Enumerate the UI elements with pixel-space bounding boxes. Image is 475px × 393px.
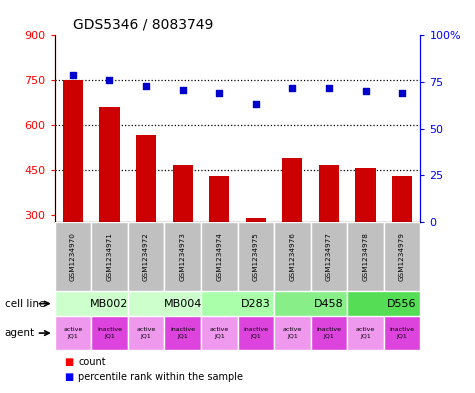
Text: GSM1234978: GSM1234978 [362, 232, 369, 281]
Text: active
JQ1: active JQ1 [283, 327, 302, 339]
Bar [238, 316, 274, 350]
Point [398, 90, 406, 96]
Text: D283: D283 [241, 299, 271, 309]
Bar [355, 168, 376, 304]
Point [289, 84, 296, 91]
Text: D458: D458 [314, 299, 344, 309]
Bar [311, 222, 347, 291]
Text: GSM1234974: GSM1234974 [216, 232, 222, 281]
Bar [55, 316, 91, 350]
Bar [55, 222, 91, 291]
Text: GSM1234973: GSM1234973 [180, 232, 186, 281]
Point [69, 72, 77, 78]
Text: ■: ■ [64, 357, 73, 367]
Bar [172, 165, 193, 304]
Bar [164, 222, 201, 291]
Text: inactive
JQ1: inactive JQ1 [316, 327, 342, 339]
Text: agent: agent [5, 328, 35, 338]
Text: inactive
JQ1: inactive JQ1 [390, 327, 415, 339]
Bar [91, 222, 128, 291]
Text: MB002: MB002 [90, 299, 129, 309]
Text: active
JQ1: active JQ1 [63, 327, 83, 339]
Point [362, 88, 370, 94]
Bar [282, 158, 303, 304]
Point [216, 90, 223, 96]
Text: active
JQ1: active JQ1 [209, 327, 229, 339]
Bar [63, 80, 83, 304]
Text: GSM1234972: GSM1234972 [143, 232, 149, 281]
Bar [201, 291, 274, 316]
Point [252, 101, 259, 108]
Text: active
JQ1: active JQ1 [356, 327, 375, 339]
Bar [274, 291, 347, 316]
Bar [128, 222, 164, 291]
Text: ■: ■ [64, 372, 73, 382]
Text: GSM1234971: GSM1234971 [106, 232, 113, 281]
Text: inactive
JQ1: inactive JQ1 [97, 327, 122, 339]
Bar [319, 165, 339, 304]
Text: D556: D556 [387, 299, 417, 309]
Text: GSM1234975: GSM1234975 [253, 232, 259, 281]
Text: count: count [78, 357, 106, 367]
Point [179, 86, 186, 93]
Bar [128, 316, 164, 350]
Bar [274, 222, 311, 291]
Bar [392, 176, 412, 304]
Bar [347, 316, 384, 350]
Bar [164, 316, 201, 350]
Bar [347, 222, 384, 291]
Bar [99, 107, 120, 304]
Text: GSM1234976: GSM1234976 [289, 232, 295, 281]
Bar [384, 222, 420, 291]
Bar [201, 222, 238, 291]
Text: GSM1234970: GSM1234970 [70, 232, 76, 281]
Text: GSM1234979: GSM1234979 [399, 232, 405, 281]
Bar [384, 316, 420, 350]
Bar [201, 316, 238, 350]
Bar [128, 291, 201, 316]
Text: active
JQ1: active JQ1 [136, 327, 156, 339]
Point [142, 83, 150, 89]
Text: cell line: cell line [5, 299, 45, 309]
Bar [238, 222, 274, 291]
Bar [246, 218, 266, 304]
Point [105, 77, 113, 83]
Bar [347, 291, 420, 316]
Text: percentile rank within the sample: percentile rank within the sample [78, 372, 243, 382]
Text: GSM1234977: GSM1234977 [326, 232, 332, 281]
Point [325, 84, 332, 91]
Bar [274, 316, 311, 350]
Bar [55, 291, 128, 316]
Text: GDS5346 / 8083749: GDS5346 / 8083749 [73, 17, 213, 31]
Text: inactive
JQ1: inactive JQ1 [243, 327, 268, 339]
Bar [209, 176, 229, 304]
Text: MB004: MB004 [163, 299, 202, 309]
Bar [311, 316, 347, 350]
Bar [136, 136, 156, 304]
Text: inactive
JQ1: inactive JQ1 [170, 327, 195, 339]
Bar [91, 316, 128, 350]
